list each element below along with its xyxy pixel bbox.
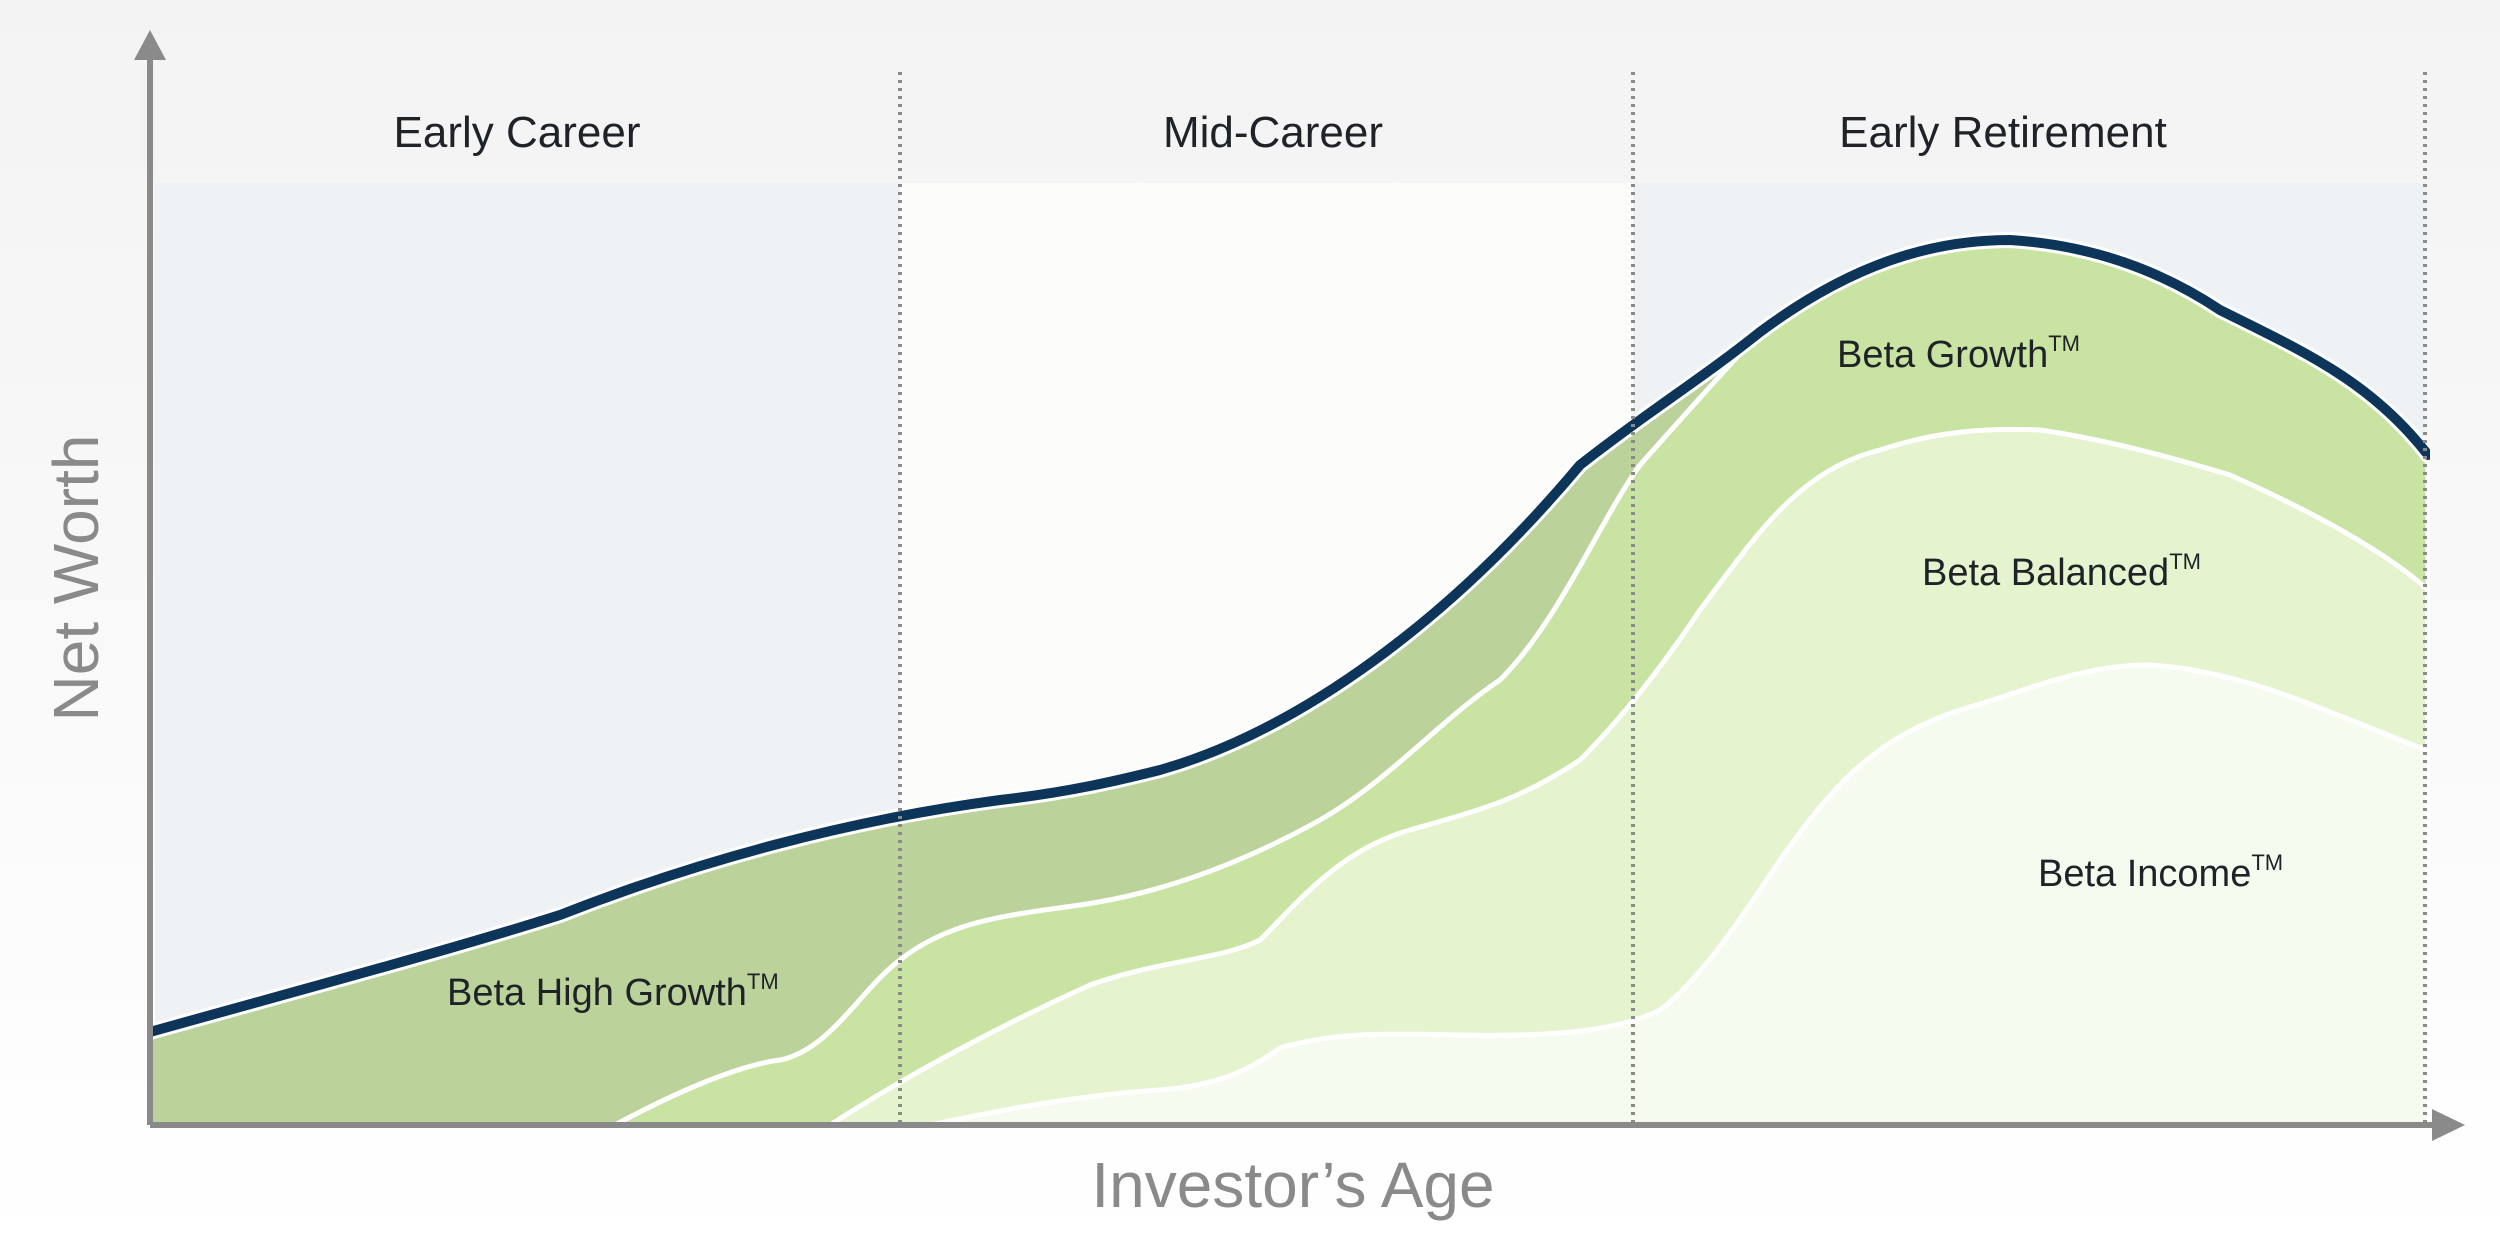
series-label-beta-growth: Beta GrowthTM bbox=[1837, 331, 2080, 376]
area-beta-income bbox=[929, 662, 2430, 1125]
phase-label-mid-career: Mid-Career bbox=[1163, 108, 1383, 157]
y-axis-title: Net Worth bbox=[40, 435, 112, 722]
series-label-beta-income-text: Beta Income bbox=[2038, 853, 2251, 895]
phase-label-early-retirement: Early Retirement bbox=[1839, 108, 2167, 157]
series-label-beta-balanced-text: Beta Balanced bbox=[1922, 552, 2169, 594]
x-axis-title: Investor’s Age bbox=[1091, 1149, 1494, 1221]
series-label-beta-balanced-tm: TM bbox=[2169, 549, 2201, 574]
series-label-beta-income-tm: TM bbox=[2251, 850, 2283, 875]
series-label-beta-balanced: Beta BalancedTM bbox=[1922, 549, 2201, 594]
phase-label-early-career: Early Career bbox=[394, 108, 641, 157]
series-label-beta-income: Beta IncomeTM bbox=[2038, 850, 2283, 895]
x-axis-arrow bbox=[2432, 1109, 2465, 1141]
net-worth-line bbox=[150, 234, 2430, 1037]
y-axis-arrow bbox=[134, 30, 166, 60]
series-label-beta-high-growth: Beta High GrowthTM bbox=[447, 969, 779, 1014]
series-label-beta-growth-tm: TM bbox=[2048, 331, 2080, 356]
series-label-beta-growth-text: Beta Growth bbox=[1837, 334, 2048, 376]
series-label-beta-high-growth-text: Beta High Growth bbox=[447, 972, 747, 1014]
series-label-beta-high-growth-tm: TM bbox=[747, 969, 779, 994]
